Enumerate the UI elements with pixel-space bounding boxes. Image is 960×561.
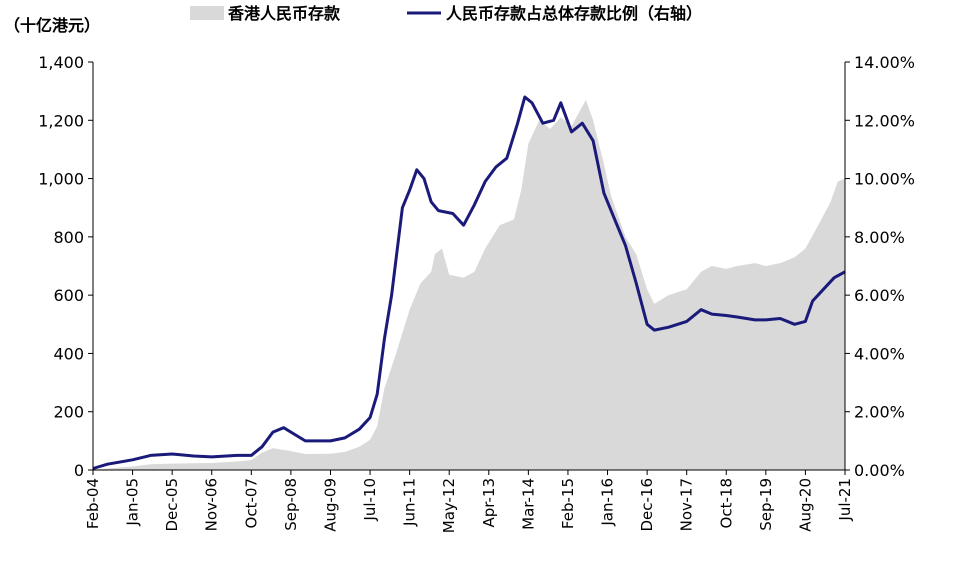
series-area-rmb-deposits xyxy=(93,99,845,471)
y-right-tick-label: 2.00% xyxy=(854,403,905,422)
x-tick-label: Mar-14 xyxy=(519,478,537,530)
x-tick-label: Jan-16 xyxy=(599,478,617,527)
x-tick-label: Jan-05 xyxy=(124,478,142,527)
y-right-tick-label: 10.00% xyxy=(854,170,915,189)
x-tick-label: May-12 xyxy=(440,478,458,533)
x-tick-label: Jun-11 xyxy=(401,478,419,527)
y-left-tick-label: 1,000 xyxy=(38,170,84,189)
y-left-tick-label: 200 xyxy=(53,403,84,422)
x-tick-label: Sep-19 xyxy=(757,478,775,531)
y-left-tick-label: 1,200 xyxy=(38,111,84,130)
x-tick-label: Feb-15 xyxy=(559,478,577,529)
left-axis-unit-label: （十亿港元） xyxy=(4,16,100,35)
x-tick-label: Oct-07 xyxy=(242,478,260,528)
y-left-tick-label: 600 xyxy=(53,286,84,305)
legend: 香港人民币存款 人民币存款占总体存款比例（右轴） xyxy=(190,4,702,23)
legend-label-line: 人民币存款占总体存款比例（右轴） xyxy=(446,4,702,23)
x-tick-label: Jul-10 xyxy=(361,478,379,522)
y-left-tick-label: 0 xyxy=(74,461,84,480)
series-line-rmb-share xyxy=(92,95,846,470)
y-right-tick-label: 12.00% xyxy=(854,111,915,130)
legend-label-area: 香港人民币存款 xyxy=(227,4,341,23)
x-tick-label: Feb-04 xyxy=(84,478,102,529)
y-right-tick-label: 6.00% xyxy=(854,286,905,305)
y-right-tick-label: 0.00% xyxy=(854,461,905,480)
y-right-tick-label: 4.00% xyxy=(854,344,905,363)
y-right-tick-label: 8.00% xyxy=(854,228,905,247)
x-tick-label: Jul-21 xyxy=(836,478,854,522)
y-right-tick-label: 14.00% xyxy=(854,53,915,72)
legend-swatch-area xyxy=(190,6,224,20)
y-left-tick-label: 1,400 xyxy=(38,53,84,72)
x-tick-label: Sep-08 xyxy=(282,478,300,531)
x-tick-label: Dec-16 xyxy=(638,478,656,532)
x-tick-label: Aug-09 xyxy=(322,478,340,532)
x-tick-label: Apr-13 xyxy=(480,478,498,528)
x-tick-label: Oct-18 xyxy=(717,478,735,528)
x-tick-label: Nov-17 xyxy=(678,478,696,531)
y-left-tick-label: 800 xyxy=(53,228,84,247)
x-tick-label: Nov-06 xyxy=(203,478,221,531)
plot-area: 0 200 400 600 800 1,000 1,200 1,400 0.00% 2.00% 4.… xyxy=(38,53,915,533)
y-left-tick-label: 400 xyxy=(53,344,84,363)
x-tick-label: Aug-20 xyxy=(796,478,814,532)
x-tick-label: Dec-05 xyxy=(163,478,181,532)
